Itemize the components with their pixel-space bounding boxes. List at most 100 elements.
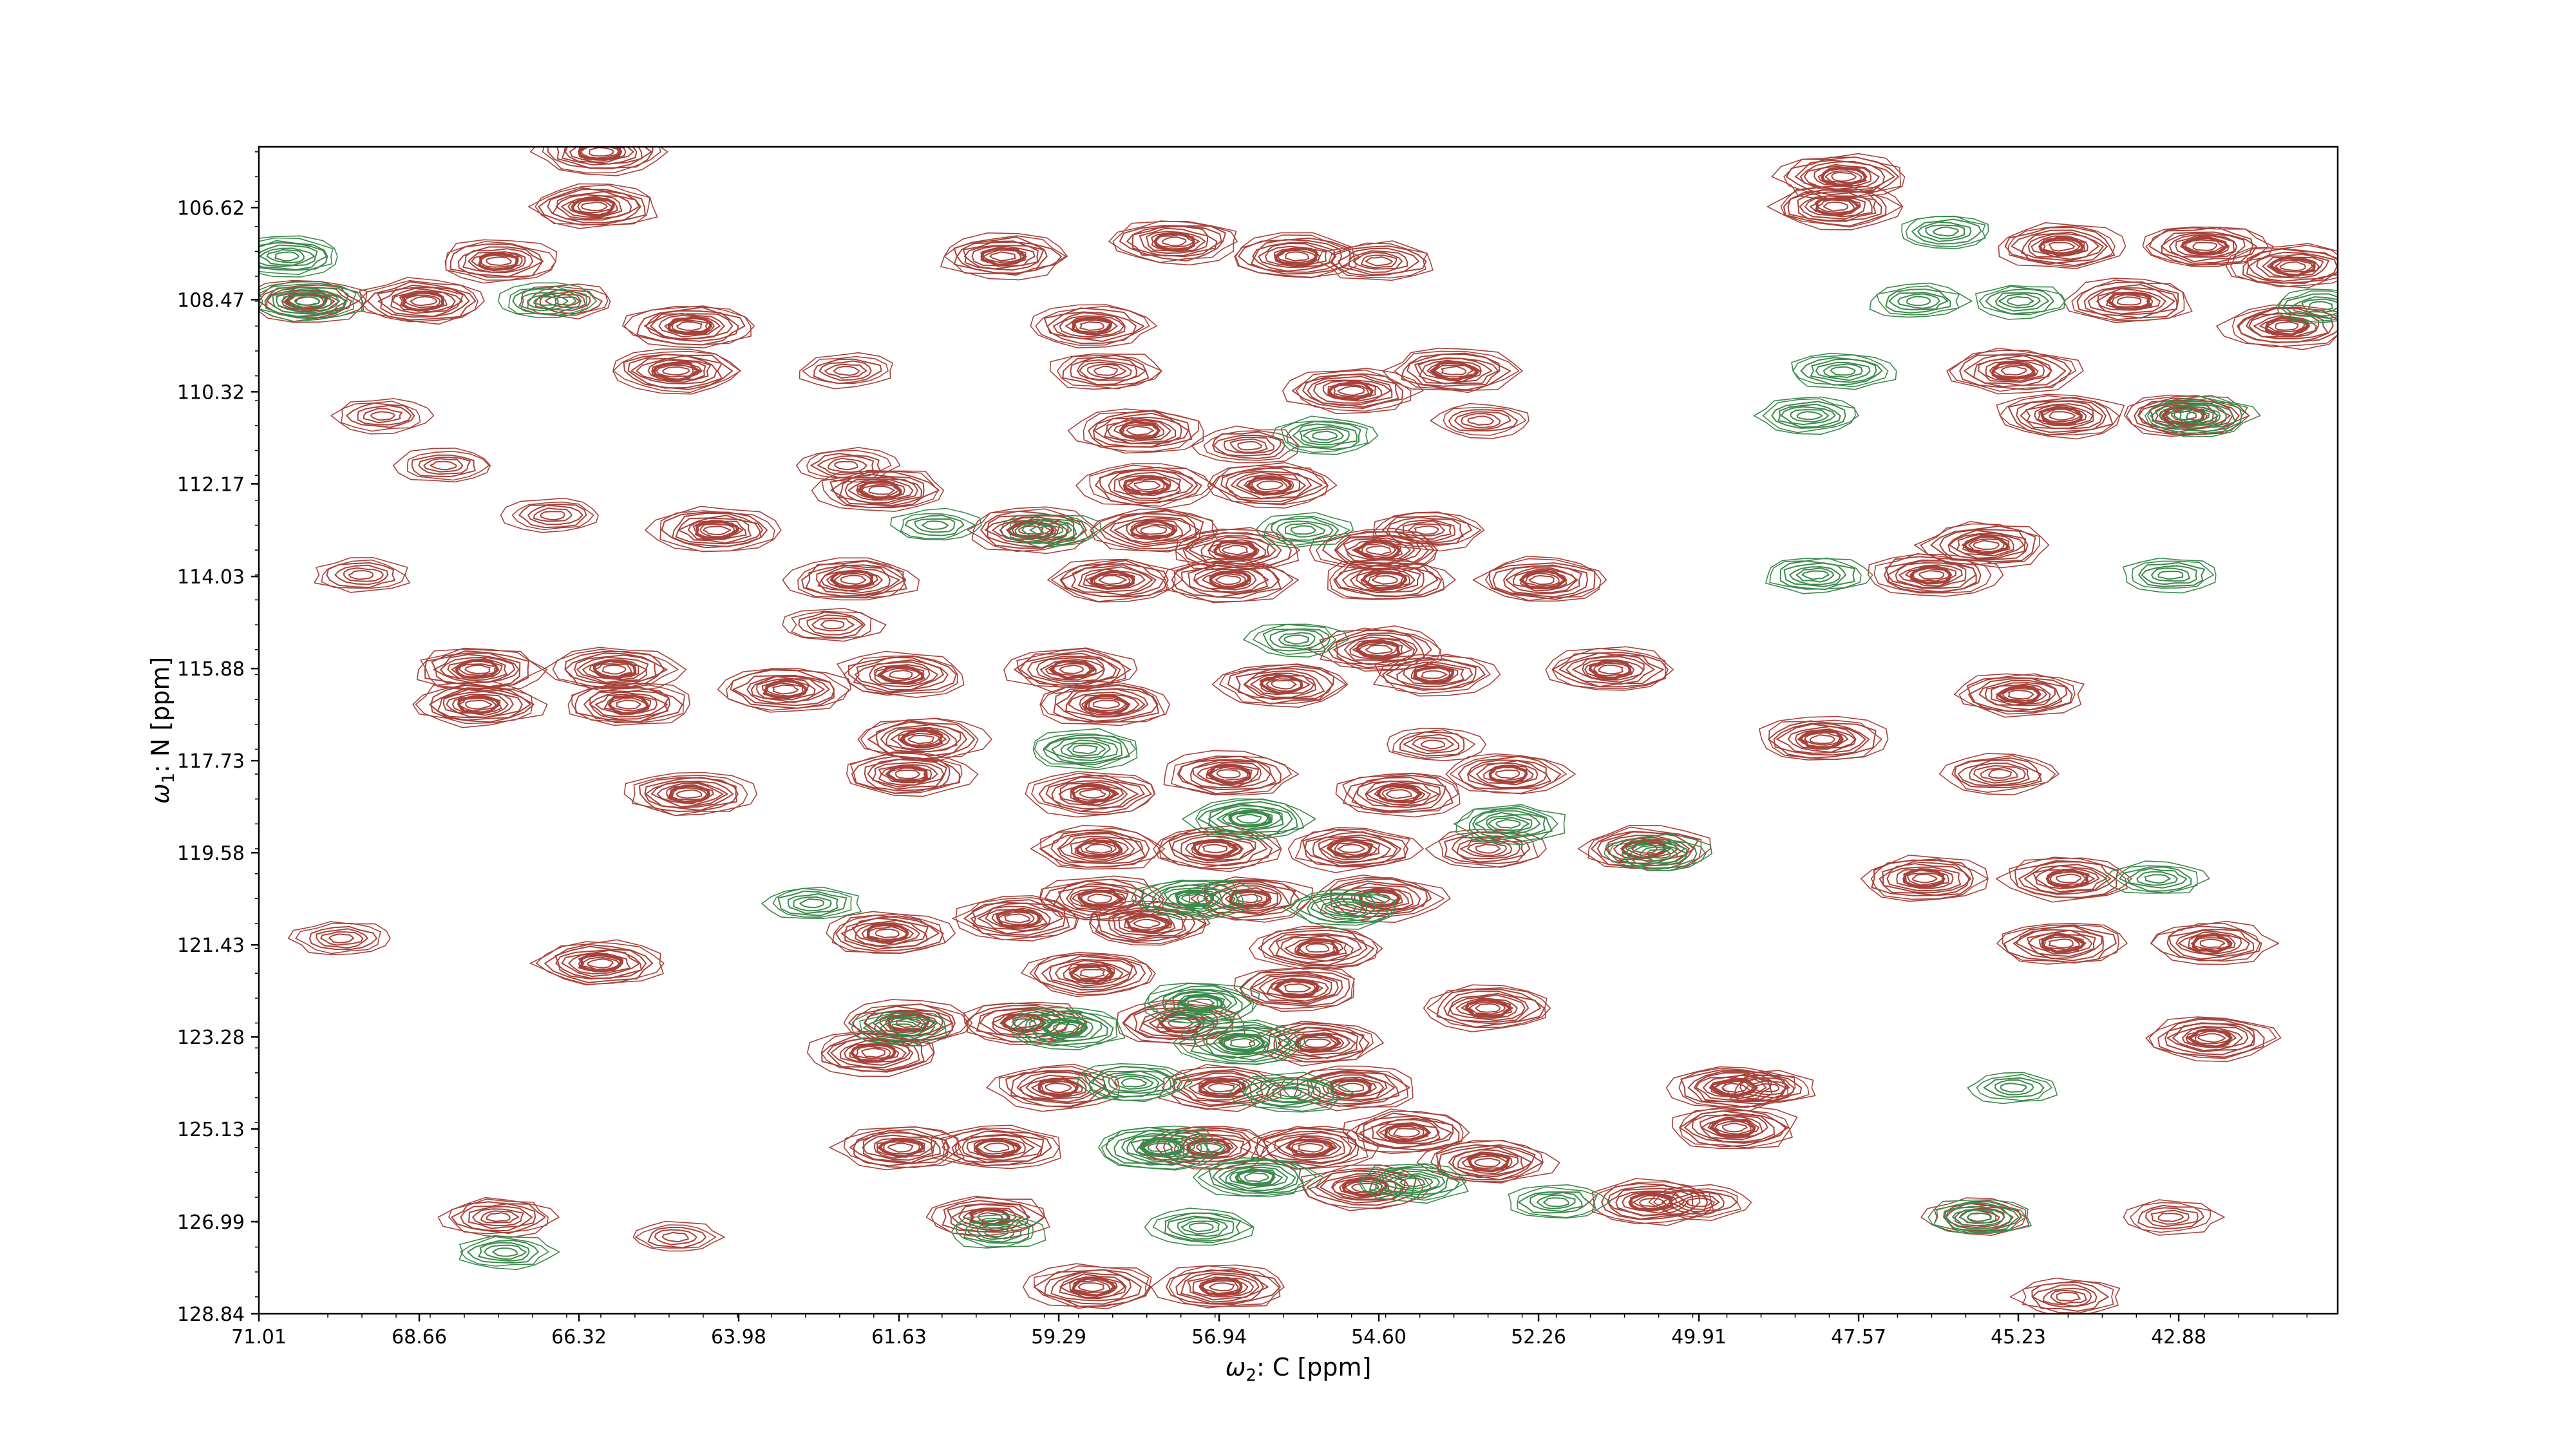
contour-line <box>2166 1023 2255 1053</box>
contour-line <box>821 469 939 509</box>
contour-line <box>1975 285 2065 320</box>
contour-line <box>1702 1076 1767 1099</box>
contour-line <box>843 1126 961 1168</box>
positive-peak <box>940 232 1068 281</box>
contour-line <box>1177 1217 1228 1237</box>
contour-line <box>862 1134 936 1161</box>
contour-line <box>540 511 565 520</box>
positive-peak <box>1766 184 1904 231</box>
contour-line <box>1551 652 1669 688</box>
contour-line <box>1153 1212 1253 1244</box>
negative-peak <box>1869 282 1973 318</box>
contour-line <box>1869 282 1973 318</box>
contour-line <box>623 354 734 390</box>
contour-line <box>861 1048 886 1058</box>
x-tick-label: 52.26 <box>1511 1326 1566 1349</box>
contour-line <box>1998 222 2126 269</box>
positive-peak <box>1939 753 2060 795</box>
contour-line <box>2000 366 2027 376</box>
positive-peak <box>2145 1016 2282 1063</box>
contour-line <box>1387 728 1486 761</box>
contour-core <box>1327 838 1374 859</box>
contour-line <box>1003 647 1138 694</box>
contour-line <box>554 945 647 980</box>
contour-line <box>1518 1191 1590 1214</box>
contour-line <box>1765 558 1873 594</box>
contour-line <box>1476 762 1539 786</box>
contour-line <box>1208 805 1284 833</box>
contour-line <box>1973 540 2000 550</box>
contour-line <box>830 1037 914 1068</box>
contour-line <box>1132 225 1218 257</box>
contour-line <box>1629 845 1688 864</box>
contour-core <box>1295 938 1340 959</box>
contour-line <box>1236 814 1262 824</box>
contour-line <box>520 283 611 320</box>
contour-line <box>867 720 975 760</box>
contour-line <box>1387 516 1464 544</box>
contour-line <box>1714 1121 1752 1135</box>
contour-line <box>1359 1163 1469 1204</box>
contour-line <box>1998 293 2041 308</box>
contour-line <box>1095 466 1202 506</box>
contour-line <box>1255 512 1354 549</box>
contour-line <box>1324 901 1365 916</box>
contour-line <box>1932 226 1959 237</box>
contour-line <box>890 728 951 750</box>
contour-line <box>1088 410 1193 448</box>
contour-core <box>1274 247 1318 267</box>
contour-line <box>1098 1125 1226 1171</box>
positive-peak <box>500 497 599 533</box>
contour-core <box>996 908 1041 928</box>
contour-line <box>966 1137 1027 1159</box>
contour-line <box>1278 632 1316 647</box>
contour-line <box>828 457 867 473</box>
positive-peak <box>1240 1125 1379 1170</box>
contour-line <box>1059 665 1084 674</box>
contour-line <box>1871 859 1974 896</box>
contour-line <box>1621 840 1698 869</box>
contour-line <box>1787 189 1882 222</box>
contour-line <box>1071 564 1157 596</box>
contour-line <box>644 776 737 811</box>
contour-line <box>539 290 591 311</box>
contour-line <box>850 752 963 794</box>
contour-line <box>2049 411 2076 421</box>
y-tick-label: 125.13 <box>177 1119 245 1141</box>
contour-core <box>455 659 500 679</box>
contour-line <box>857 718 979 761</box>
negative-peak <box>1144 982 1260 1024</box>
negative-peak <box>259 281 365 322</box>
contour-line <box>816 564 900 596</box>
contour-line <box>2136 871 2178 886</box>
contour-line <box>875 928 900 938</box>
contour-line <box>1282 368 1424 415</box>
contour-line <box>1005 1070 1112 1107</box>
contour-line <box>1083 410 1199 452</box>
contour-line <box>410 296 438 307</box>
contour-line <box>1147 983 1255 1024</box>
contour-line <box>492 1247 518 1257</box>
contour-line <box>966 1002 1086 1043</box>
contour-line <box>266 249 305 263</box>
contour-line <box>1151 883 1238 914</box>
contour-line <box>650 781 728 808</box>
contour-line <box>1202 1081 1242 1095</box>
contour-line <box>1959 354 2072 391</box>
contour-core <box>1153 232 1195 251</box>
contour-line <box>1449 994 1526 1021</box>
contour-line <box>411 454 476 477</box>
contour-core <box>2041 933 2087 954</box>
contour-line <box>1661 1190 1738 1215</box>
contour-line <box>1093 417 1182 444</box>
contour-line <box>1964 353 2067 388</box>
contour-line <box>430 460 457 471</box>
contour-line <box>1142 1141 1180 1155</box>
contour-line <box>756 678 816 701</box>
contour-line <box>1771 401 1846 429</box>
contour-core <box>1139 1137 1186 1157</box>
contour-line <box>1239 971 1350 1007</box>
contour-line <box>777 890 848 916</box>
contour-line <box>1185 838 1244 860</box>
positive-peak <box>1075 463 1215 509</box>
